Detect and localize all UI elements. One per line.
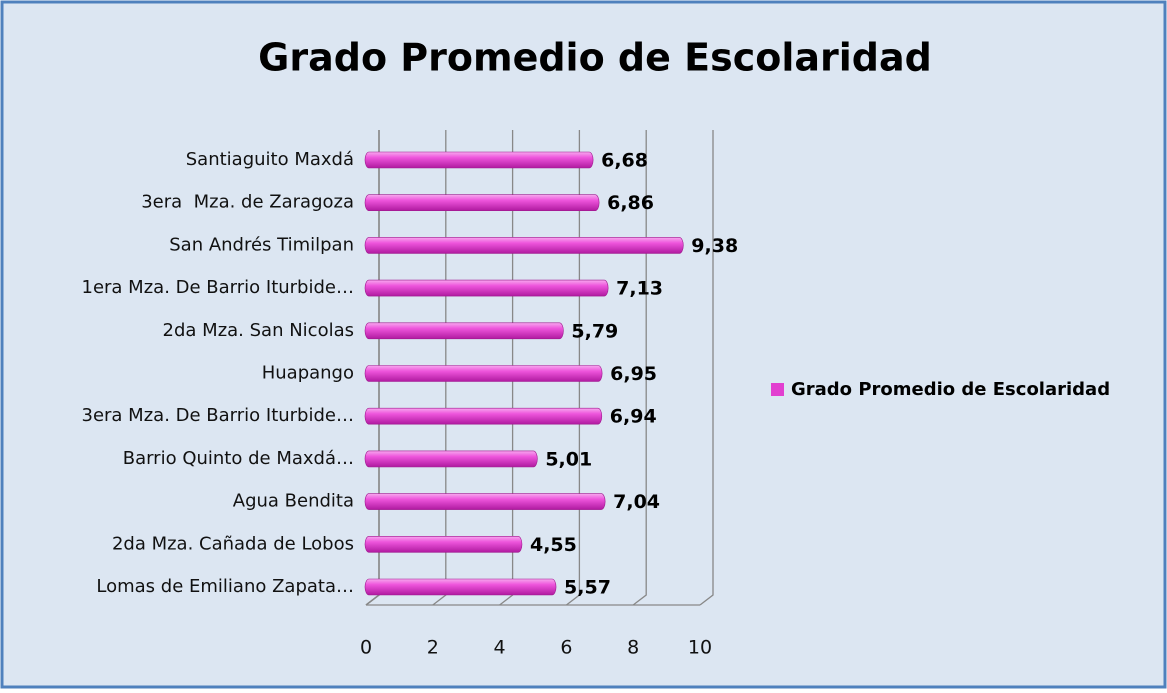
bar [364, 194, 600, 211]
bar [364, 279, 609, 297]
bar [364, 151, 594, 169]
value-label: 5,79 [571, 320, 618, 342]
category-label: 1era Mza. De Barrio Iturbide… [82, 277, 355, 298]
x-tick-label: 10 [688, 637, 712, 659]
category-label: Agua Bendita [233, 491, 354, 512]
grid-line [632, 130, 647, 606]
bar [364, 322, 564, 340]
category-label: Huapango [262, 363, 354, 384]
legend-label: Grado Promedio de Escolaridad [791, 379, 1110, 400]
category-label: 2da Mza. San Nicolas [163, 320, 354, 341]
category-label: 3era Mza. de Zaragoza [141, 192, 354, 213]
value-label: 6,94 [610, 406, 657, 428]
x-tick-label: 8 [627, 637, 639, 659]
legend-swatch [771, 383, 784, 396]
value-label: 6,86 [607, 192, 654, 214]
x-tick-label: 6 [560, 637, 572, 659]
bar [364, 450, 538, 468]
value-label: 7,13 [616, 278, 663, 300]
value-label: 5,01 [545, 448, 592, 470]
bar [364, 536, 523, 553]
category-label: Lomas de Emiliano Zapata… [96, 576, 354, 597]
chart-title: Grado Promedio de Escolaridad [258, 36, 932, 80]
category-label: Santiaguito Maxdá [186, 149, 354, 170]
category-label: 2da Mza. Cañada de Lobos [112, 533, 354, 554]
grid-line [699, 130, 714, 606]
bar [364, 365, 603, 382]
bar [364, 237, 684, 254]
bar [364, 407, 603, 425]
category-label: Barrio Quinto de Maxdá… [123, 448, 354, 469]
value-label: 5,57 [564, 577, 611, 599]
x-tick-label: 4 [494, 637, 506, 659]
x-tick-label: 0 [360, 637, 372, 659]
value-label: 6,95 [610, 363, 657, 385]
x-tick-label: 2 [427, 637, 439, 659]
value-label: 9,38 [691, 235, 738, 257]
value-label: 4,55 [530, 534, 577, 556]
category-label: 3era Mza. De Barrio Iturbide… [82, 405, 355, 426]
value-label: 7,04 [613, 491, 660, 513]
bar [364, 578, 557, 596]
category-label: San Andrés Timilpan [169, 234, 354, 255]
bar [364, 493, 606, 510]
value-label: 6,68 [601, 150, 648, 172]
